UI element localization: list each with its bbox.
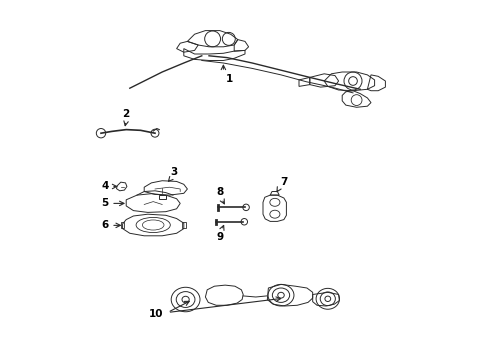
Text: 6: 6	[101, 220, 109, 230]
Text: 5: 5	[101, 198, 109, 208]
Text: 8: 8	[216, 187, 223, 197]
Text: 2: 2	[122, 109, 130, 119]
Text: 4: 4	[101, 181, 109, 192]
Text: 9: 9	[216, 232, 223, 242]
Text: 10: 10	[148, 309, 163, 319]
Text: 3: 3	[171, 167, 178, 177]
Text: 1: 1	[226, 74, 234, 84]
Text: 7: 7	[280, 177, 287, 187]
